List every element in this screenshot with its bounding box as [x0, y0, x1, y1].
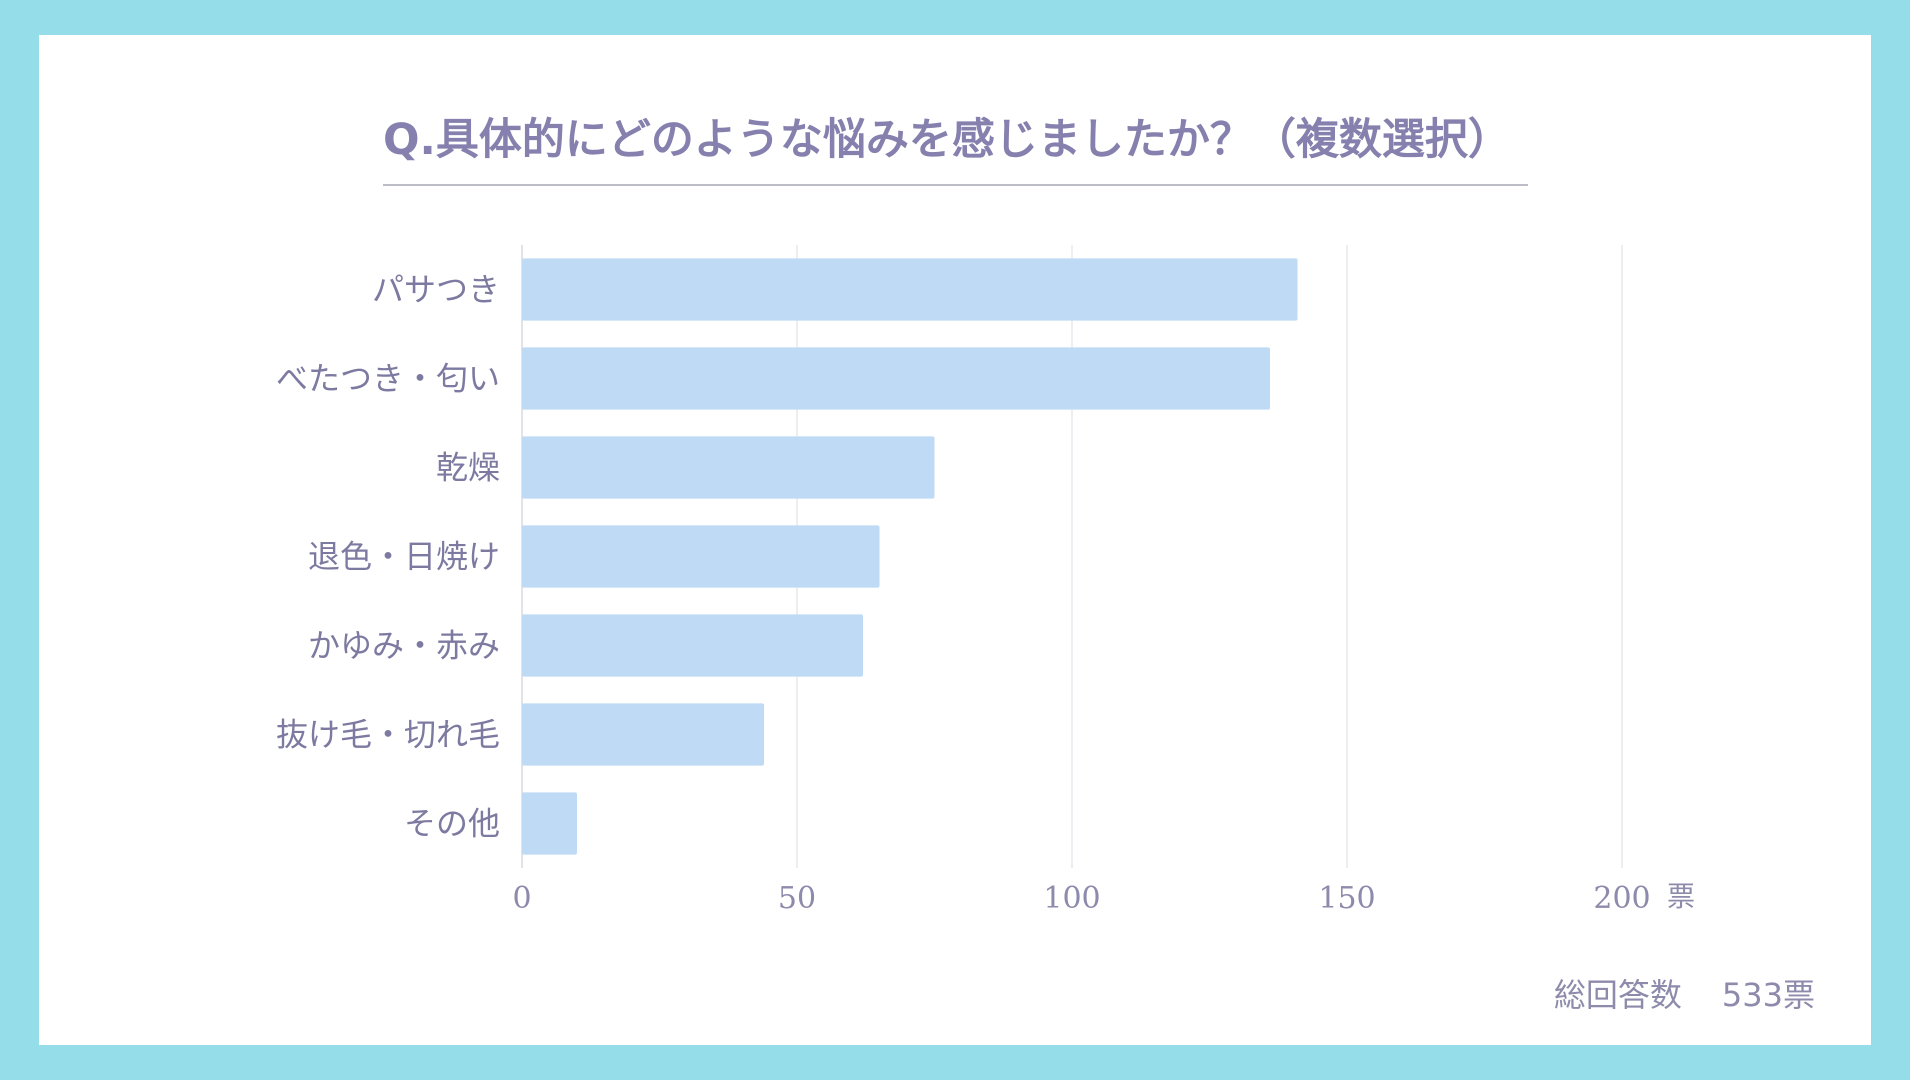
x-axis-tick-labels: 0 50 100 150 200: [512, 881, 1650, 916]
bar: [522, 614, 863, 677]
category-label: パサつき: [372, 271, 500, 309]
category-label: 抜け毛・切れ毛: [276, 716, 500, 754]
total-responses: 総回答数 533票: [1554, 970, 1815, 1016]
bar: [522, 347, 1270, 410]
category-label: べたつき・匂い: [276, 360, 500, 398]
x-tick-label: 0: [512, 881, 531, 916]
bar: [522, 792, 577, 855]
x-tick-label: 50: [778, 881, 816, 916]
category-label: 乾燥: [436, 449, 500, 487]
title-divider: [383, 184, 1528, 186]
category-label: かゆみ・赤み: [308, 627, 500, 665]
category-label: その他: [404, 805, 500, 843]
chart-card: [39, 35, 1871, 1045]
bar: [522, 525, 880, 588]
x-axis-unit-label: 票: [1667, 880, 1695, 913]
page-title: Q.具体的にどのような悩みを感じましたか？（複数選択）: [383, 115, 1511, 165]
bar: [522, 703, 764, 766]
bars: [522, 258, 1298, 855]
x-tick-label: 200: [1593, 881, 1650, 916]
total-value: 533票: [1721, 976, 1815, 1014]
bar: [522, 258, 1298, 321]
bar: [522, 436, 935, 499]
x-tick-label: 100: [1043, 881, 1100, 916]
total-label: 総回答数: [1553, 976, 1682, 1014]
x-tick-label: 150: [1318, 881, 1375, 916]
category-label: 退色・日焼け: [308, 538, 500, 576]
